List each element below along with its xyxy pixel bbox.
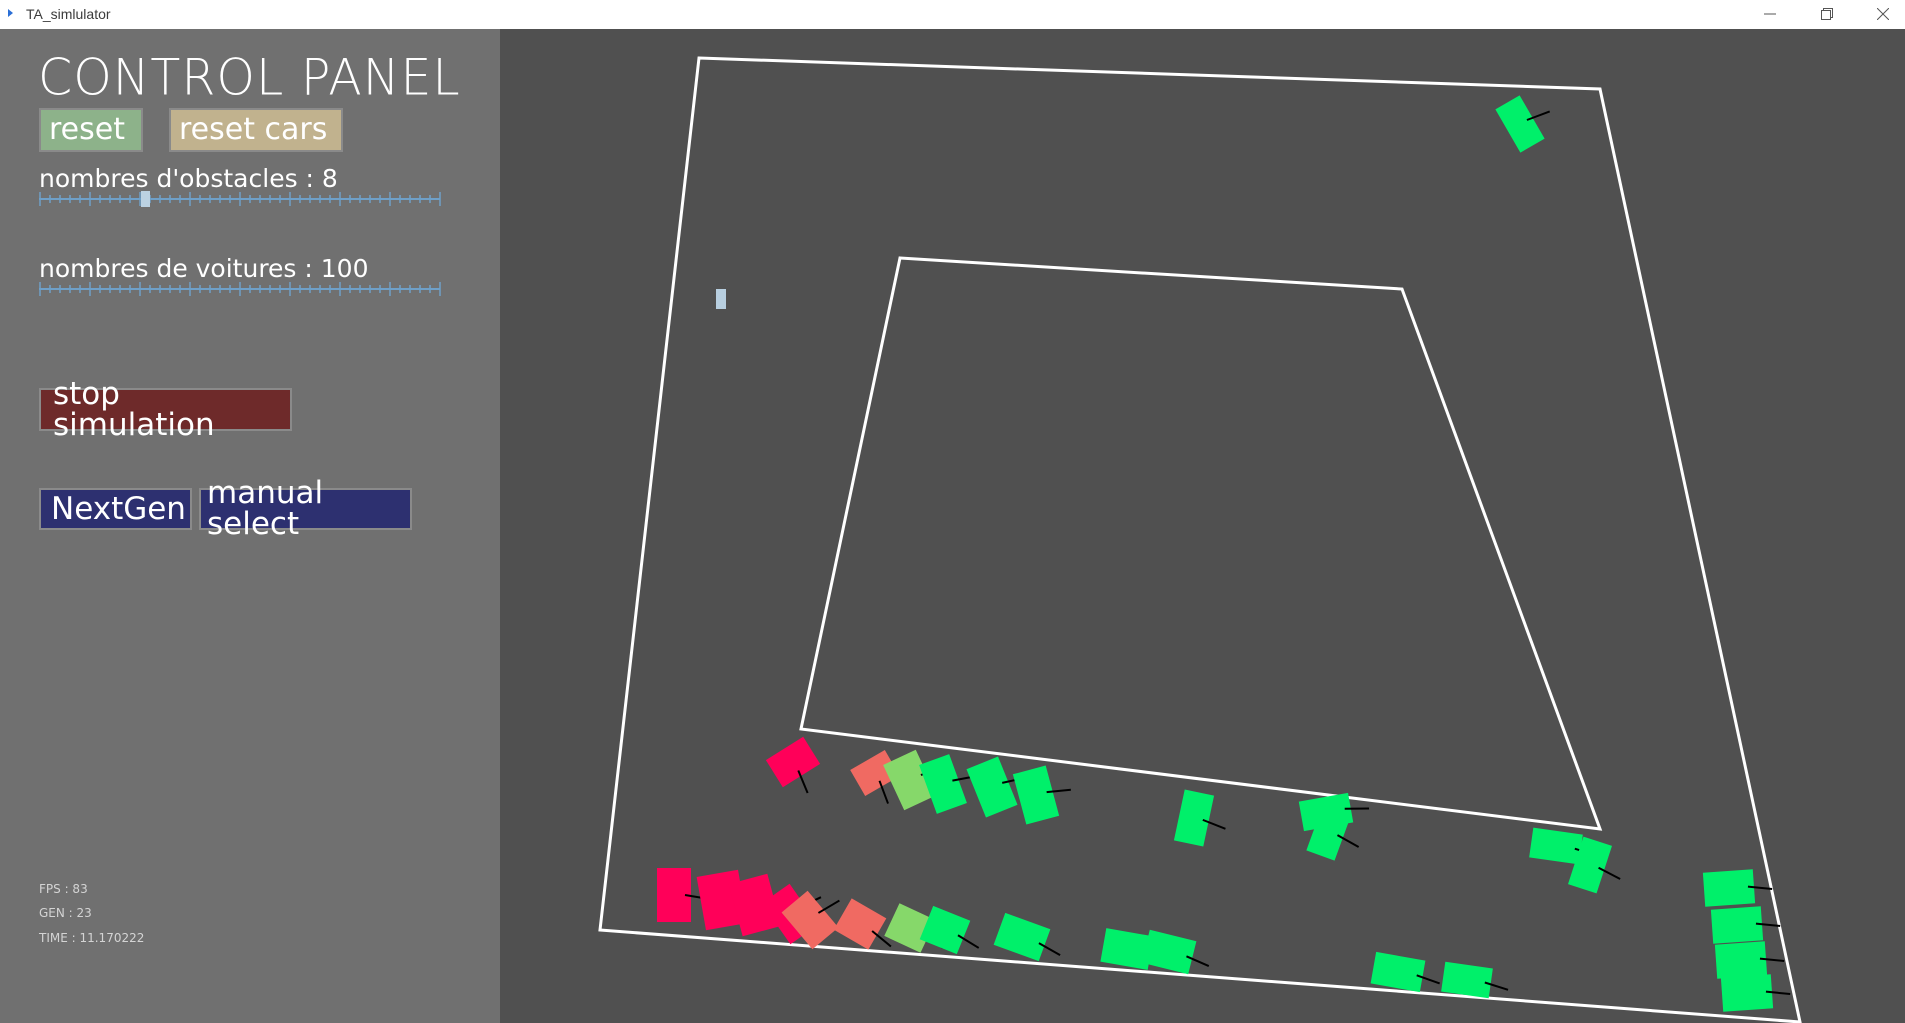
obstacle — [716, 289, 726, 309]
generation-readout: GEN : 23 — [39, 906, 92, 920]
stop-simulation-button[interactable]: stop simulation — [39, 378, 292, 440]
car — [1141, 929, 1210, 975]
car — [1714, 941, 1785, 979]
obstacles-slider[interactable] — [39, 189, 444, 213]
obstacles-label: nombres d'obstacles : 8 — [39, 164, 338, 193]
car — [1495, 95, 1551, 153]
car — [919, 905, 980, 955]
minimize-icon — [1764, 13, 1776, 15]
simulation-canvas[interactable] — [500, 29, 1905, 1023]
control-panel: CONTROL PANEL reset reset cars nombres d… — [0, 29, 500, 1023]
app-icon — [8, 9, 13, 17]
window-title: TA_simlulator — [26, 6, 111, 22]
panel-title: CONTROL PANEL — [38, 48, 461, 107]
obstacles-slider-handle[interactable] — [141, 191, 150, 207]
fps-readout: FPS : 83 — [39, 882, 88, 896]
time-readout: TIME : 11.170222 — [39, 931, 145, 945]
car — [1441, 961, 1509, 999]
car — [850, 750, 900, 804]
car — [1370, 951, 1440, 993]
window-titlebar: TA_simlulator — [0, 0, 1905, 29]
car — [1710, 906, 1781, 944]
car — [1012, 765, 1071, 825]
manual-select-button[interactable]: manual select — [199, 478, 412, 540]
restore-button[interactable] — [1799, 0, 1855, 29]
car — [765, 736, 821, 794]
cars-label: nombres de voitures : 100 — [39, 254, 369, 283]
track-outer-boundary — [598, 56, 1802, 1023]
car — [1173, 789, 1226, 847]
reset-button[interactable]: reset — [39, 108, 143, 152]
car — [833, 898, 892, 950]
minimize-button[interactable] — [1742, 0, 1798, 29]
restore-icon — [1821, 8, 1833, 20]
car — [781, 890, 840, 950]
close-button[interactable] — [1855, 0, 1905, 29]
close-icon — [1877, 8, 1889, 20]
car — [1306, 803, 1360, 861]
cars-slider[interactable] — [39, 279, 444, 303]
reset-cars-button[interactable]: reset cars — [169, 108, 343, 152]
car — [1720, 974, 1791, 1012]
car — [657, 868, 710, 922]
track-inner-boundary — [799, 256, 1603, 831]
nextgen-button[interactable]: NextGen — [39, 488, 192, 530]
car — [1568, 836, 1621, 894]
car — [993, 912, 1061, 962]
car — [1702, 869, 1773, 907]
cars-layer — [657, 95, 1791, 1012]
